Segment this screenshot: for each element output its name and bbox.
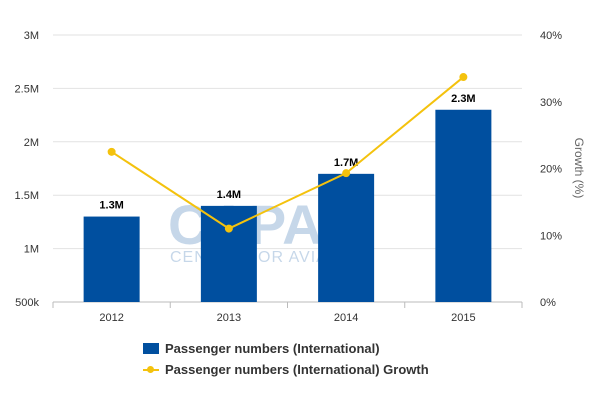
line-series xyxy=(107,73,468,233)
bar-2012[interactable] xyxy=(83,216,140,302)
y-axis-right: 0% 10% 20% 30% 40% xyxy=(540,30,562,309)
bar-data-label: 1.4M xyxy=(217,189,241,201)
y-right-tick-label: 20% xyxy=(540,164,562,176)
x-tick-label: 2014 xyxy=(334,312,358,324)
bar-2014[interactable] xyxy=(318,173,375,302)
x-tick-label: 2015 xyxy=(451,312,475,324)
y-left-tick-label: 2.5M xyxy=(15,83,39,95)
y-right-tick-label: 0% xyxy=(540,297,556,309)
legend-label: Passenger numbers (International) xyxy=(165,341,380,356)
bar-data-label: 1.7M xyxy=(334,157,358,169)
bar-2013[interactable] xyxy=(200,205,257,302)
x-axis: 2012 2013 2014 2015 xyxy=(52,302,523,324)
bar-data-label: 1.3M xyxy=(99,200,123,212)
growth-point-2013[interactable] xyxy=(224,224,233,233)
y-left-tick-label: 1.5M xyxy=(15,190,39,202)
bar-2015[interactable] xyxy=(435,109,492,302)
legend: Passenger numbers (International) Passen… xyxy=(143,338,429,380)
legend-item-growth[interactable]: Passenger numbers (International) Growth xyxy=(143,359,429,380)
x-tick-label: 2013 xyxy=(217,312,241,324)
y-left-tick-label: 500k xyxy=(15,297,39,309)
growth-point-2012[interactable] xyxy=(107,147,116,156)
y-left-tick-label: 2M xyxy=(24,137,39,149)
y-left-tick-label: 1M xyxy=(24,244,39,256)
legend-label: Passenger numbers (International) Growth xyxy=(165,362,429,377)
bar-series: 1.3M 1.4M 1.7M 2.3M xyxy=(83,93,492,302)
legend-item-passengers[interactable]: Passenger numbers (International) xyxy=(143,338,429,359)
y-right-tick-label: 40% xyxy=(540,30,562,42)
legend-swatch-bar xyxy=(143,343,159,354)
growth-point-2015[interactable] xyxy=(459,73,468,82)
y-axis-left: 500k 1M 1.5M 2M 2.5M 3M xyxy=(15,30,40,309)
growth-point-2014[interactable] xyxy=(342,169,351,178)
growth-line xyxy=(111,76,465,230)
bar-data-label: 2.3M xyxy=(451,93,475,105)
y-right-tick-label: 10% xyxy=(540,230,562,242)
legend-swatch-line xyxy=(143,364,159,375)
y-left-tick-label: 3M xyxy=(24,30,39,42)
y-axis-right-label: Growth (%) xyxy=(572,138,586,199)
y-right-tick-label: 30% xyxy=(540,97,562,109)
x-tick-label: 2012 xyxy=(99,312,123,324)
